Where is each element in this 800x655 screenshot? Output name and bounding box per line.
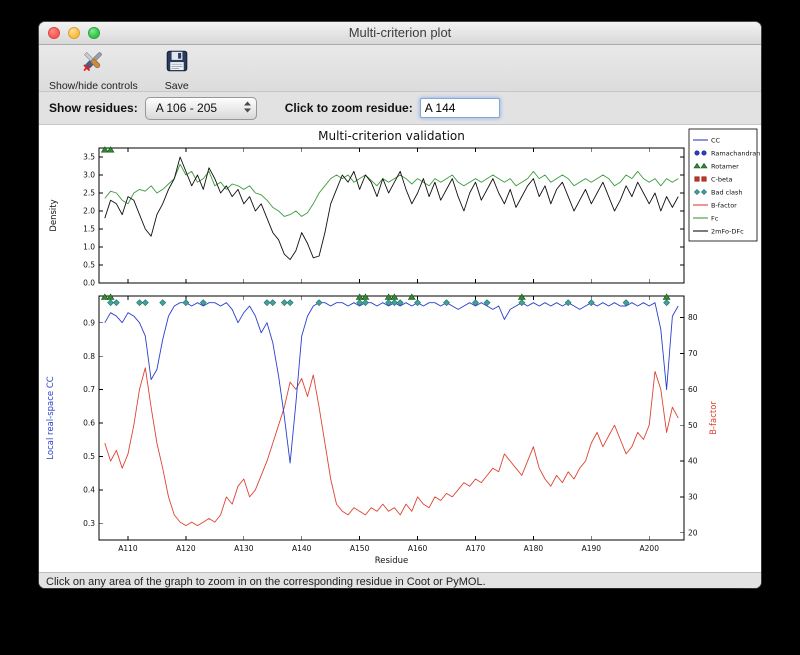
- svg-text:A120: A120: [176, 544, 196, 553]
- title-bar[interactable]: Multi-criterion plot: [39, 22, 761, 45]
- save-icon: [164, 48, 190, 79]
- dropdown-arrows-icon: [243, 100, 252, 117]
- svg-text:80: 80: [688, 313, 698, 322]
- show-hide-controls-button[interactable]: Show/hide controls: [49, 48, 138, 92]
- svg-text:Residue: Residue: [375, 556, 409, 566]
- zoom-residue-label: Click to zoom residue:: [284, 101, 413, 115]
- show-hide-controls-label: Show/hide controls: [49, 80, 138, 92]
- svg-text:70: 70: [688, 349, 698, 358]
- svg-text:A160: A160: [408, 544, 428, 553]
- svg-text:CC: CC: [711, 136, 721, 144]
- svg-text:A190: A190: [582, 544, 602, 553]
- residue-range-dropdown[interactable]: A 106 - 205: [144, 96, 257, 120]
- svg-text:A110: A110: [118, 544, 138, 553]
- svg-text:2mFo-DFc: 2mFo-DFc: [711, 227, 744, 235]
- show-residues-label: Show residues:: [49, 101, 138, 115]
- svg-text:Fc: Fc: [711, 214, 719, 222]
- toolbar: Show/hide controls Save: [39, 45, 761, 92]
- save-label: Save: [164, 80, 189, 92]
- svg-text:50: 50: [688, 421, 698, 430]
- svg-text:0.9: 0.9: [83, 318, 95, 327]
- svg-text:0.7: 0.7: [83, 385, 95, 394]
- zoom-residue-input[interactable]: [419, 98, 500, 118]
- svg-text:20: 20: [688, 528, 698, 537]
- multi-criterion-figure[interactable]: Multi-criterion validation 0.0 0.5 1.0 1.5 2.…: [39, 125, 761, 572]
- svg-text:0.3: 0.3: [83, 519, 95, 528]
- save-button[interactable]: Save: [164, 48, 190, 92]
- svg-text:2.5: 2.5: [83, 189, 95, 198]
- svg-text:2.0: 2.0: [83, 207, 95, 216]
- figure-area: Multi-criterion validation 0.0 0.5 1.0 1.5 2.…: [39, 125, 761, 572]
- window-title: Multi-criterion plot: [348, 25, 452, 40]
- residue-range-value: A 106 - 205: [155, 101, 218, 115]
- svg-text:1.5: 1.5: [83, 225, 95, 234]
- svg-text:60: 60: [688, 385, 698, 394]
- controls-row: Show residues: A 106 - 205 Click to zoom…: [39, 92, 761, 125]
- svg-text:A200: A200: [640, 544, 660, 553]
- svg-text:0.0: 0.0: [83, 279, 95, 288]
- svg-text:30: 30: [688, 493, 698, 502]
- svg-text:A140: A140: [292, 544, 312, 553]
- svg-text:A150: A150: [350, 544, 370, 553]
- svg-text:1.0: 1.0: [83, 243, 95, 252]
- svg-text:3.5: 3.5: [83, 153, 95, 162]
- svg-text:0.5: 0.5: [83, 452, 95, 461]
- svg-text:C-beta: C-beta: [711, 175, 733, 183]
- svg-text:A180: A180: [524, 544, 544, 553]
- minimize-button[interactable]: [68, 27, 80, 39]
- status-bar: Click on any area of the graph to zoom i…: [39, 572, 761, 588]
- close-button[interactable]: [48, 27, 60, 39]
- svg-text:A130: A130: [234, 544, 254, 553]
- svg-text:0.4: 0.4: [83, 485, 95, 494]
- tools-icon: [80, 48, 106, 79]
- svg-text:Ramachandran: Ramachandran: [711, 149, 760, 157]
- multi-criterion-plot-window: Multi-criterion plot Show/hide controls: [39, 22, 761, 588]
- svg-text:Bad clash: Bad clash: [711, 188, 743, 196]
- svg-text:B-factor: B-factor: [711, 201, 737, 209]
- svg-text:Density: Density: [49, 199, 59, 231]
- svg-text:A170: A170: [466, 544, 486, 553]
- zoom-button[interactable]: [88, 27, 100, 39]
- status-text: Click on any area of the graph to zoom i…: [46, 576, 486, 588]
- svg-text:0.5: 0.5: [83, 261, 95, 270]
- svg-text:0.8: 0.8: [83, 352, 95, 361]
- svg-text:0.6: 0.6: [83, 419, 95, 428]
- svg-text:Multi-criterion validation: Multi-criterion validation: [318, 129, 465, 143]
- svg-text:Rotamer: Rotamer: [711, 162, 739, 170]
- svg-text:40: 40: [688, 457, 698, 466]
- svg-text:3.0: 3.0: [83, 171, 95, 180]
- svg-text:Local real-space CC: Local real-space CC: [46, 376, 56, 459]
- svg-text:B-factor: B-factor: [709, 401, 719, 435]
